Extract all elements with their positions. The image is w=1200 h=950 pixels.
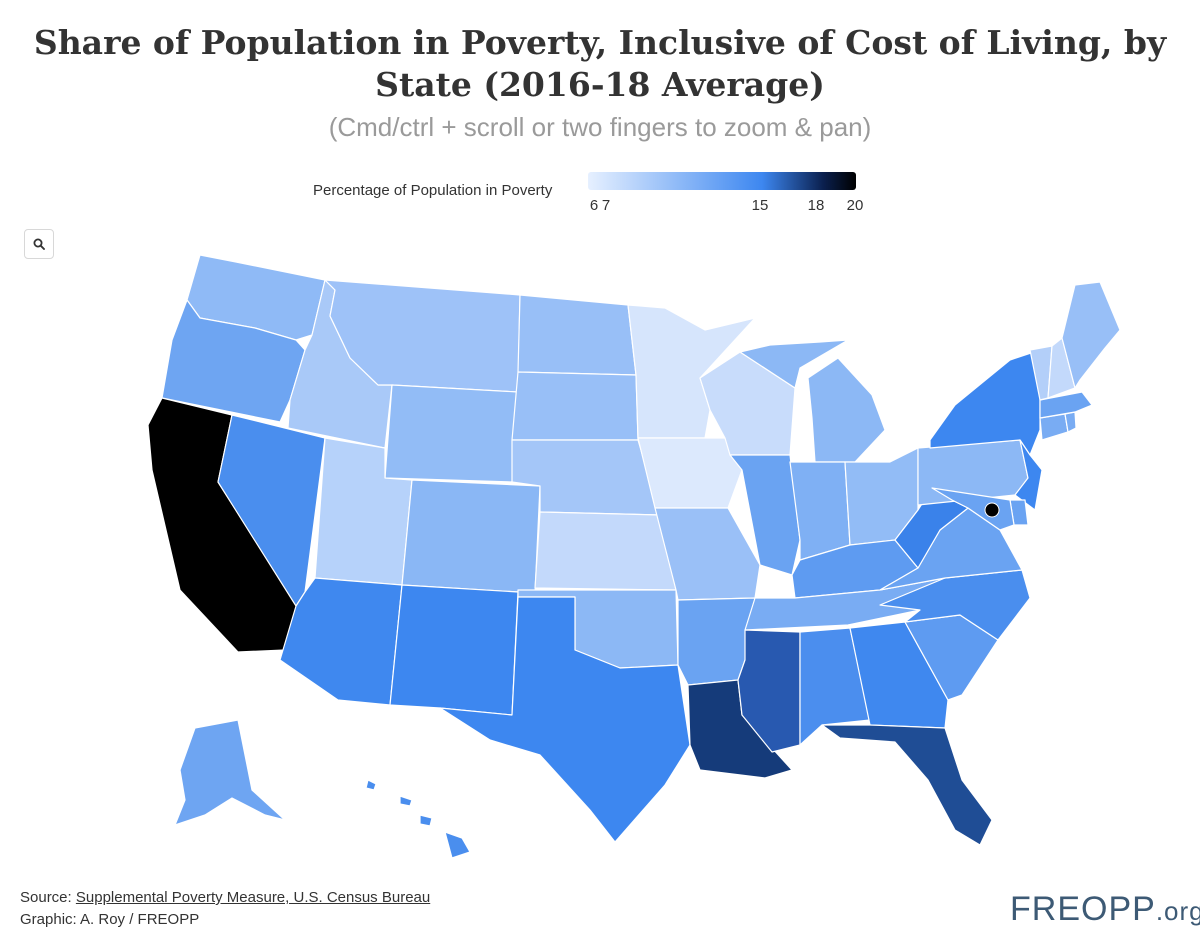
zoom-button[interactable] — [24, 229, 54, 259]
logo-part2: OPP — [1081, 890, 1156, 928]
state-connecticut[interactable] — [1039, 413, 1069, 441]
freopp-logo[interactable]: FREOPP.org — [1010, 890, 1200, 929]
state-wyoming[interactable] — [384, 384, 519, 483]
state-texas[interactable] — [439, 596, 691, 843]
state-georgia[interactable] — [849, 621, 949, 729]
logo-suffix: .org — [1155, 896, 1200, 926]
legend-tick-18: 18 — [807, 197, 825, 214]
chart-title: Share of Population in Poverty, Inclusiv… — [33, 23, 1167, 104]
legend-color-bar — [588, 172, 856, 190]
state-michigan[interactable] — [807, 357, 886, 463]
state-maine[interactable] — [1061, 281, 1121, 389]
credit-line: Graphic: A. Roy / FREOPP — [20, 911, 200, 928]
state-south-dakota[interactable] — [511, 371, 639, 441]
legend-tick-20: 20 — [846, 197, 864, 214]
state-north-dakota[interactable] — [517, 294, 637, 376]
state-florida[interactable] — [821, 724, 993, 846]
state-hawaii[interactable] — [365, 779, 471, 859]
legend-tick-6: 6 — [589, 197, 599, 214]
state-alaska[interactable] — [174, 719, 286, 826]
state-new-jersey[interactable] — [1014, 439, 1043, 511]
source-link[interactable]: Supplemental Poverty Measure, U.S. Censu… — [75, 889, 431, 906]
us-states-map — [147, 254, 1121, 859]
chart-subtitle: (Cmd/ctrl + scroll or two fingers to zoo… — [328, 112, 872, 142]
state-district-of-columbia[interactable] — [984, 502, 1000, 518]
legend-tick-15: 15 — [751, 197, 769, 214]
state-alabama[interactable] — [799, 627, 871, 746]
state-new-mexico[interactable] — [389, 584, 519, 716]
legend-tick-7: 7 — [601, 197, 611, 214]
state-michigan-upper[interactable] — [739, 339, 849, 389]
state-maryland[interactable] — [931, 487, 1015, 531]
legend-label: Percentage of Population in Poverty — [313, 182, 553, 199]
search-icon — [33, 238, 45, 250]
state-new-york[interactable] — [929, 349, 1041, 456]
state-iowa[interactable] — [637, 437, 743, 509]
state-kansas[interactable] — [534, 511, 677, 591]
source-line: Source: Supplemental Poverty Measure, U.… — [20, 889, 430, 906]
state-colorado[interactable] — [401, 479, 541, 594]
state-massachusetts[interactable] — [1039, 391, 1093, 419]
source-prefix: Source: — [20, 889, 76, 906]
logo-part1: FRE — [1010, 890, 1081, 928]
